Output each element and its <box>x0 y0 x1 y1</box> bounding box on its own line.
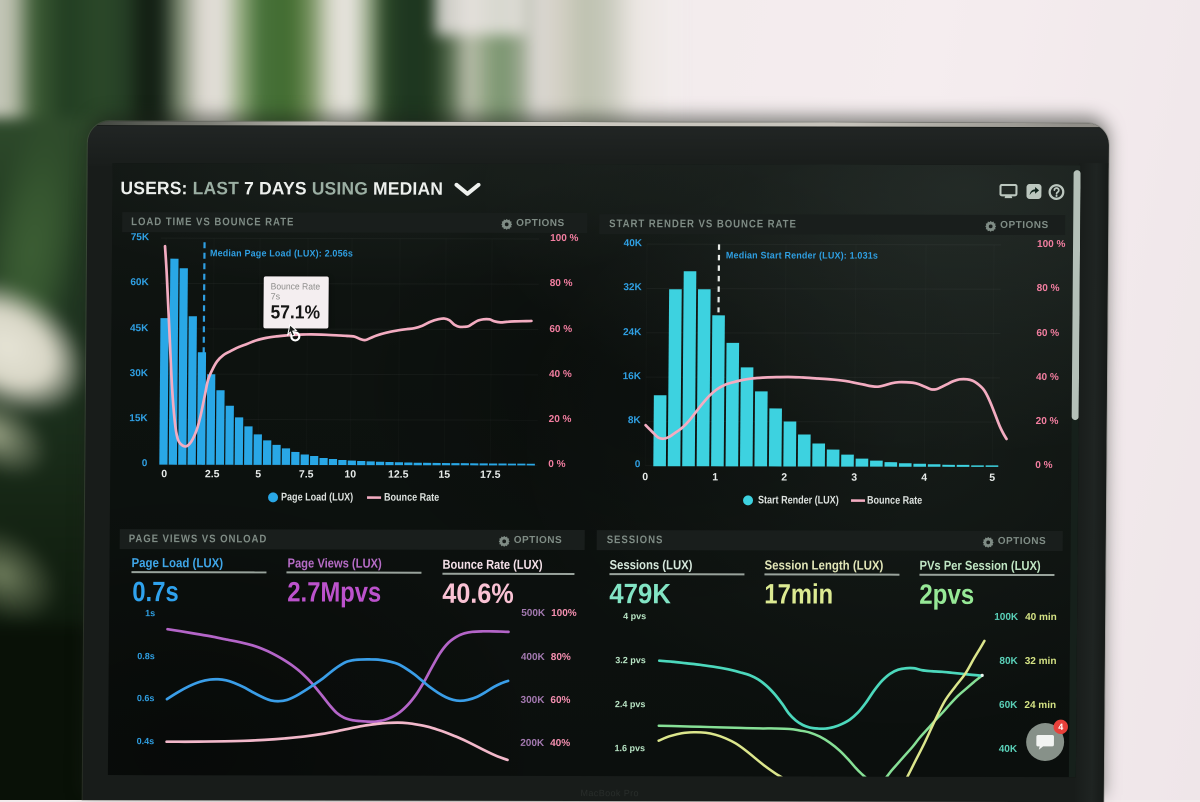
svg-text:4: 4 <box>1058 722 1063 732</box>
